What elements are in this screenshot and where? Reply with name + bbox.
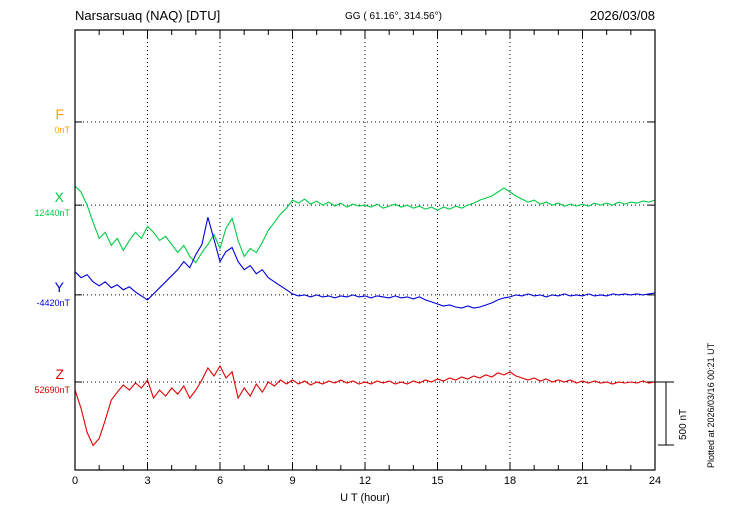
series-baseline-value-X: 12440nT: [34, 208, 70, 219]
series-letter-Y: Y: [54, 278, 64, 295]
series-baseline-value-Z: 52690nT: [34, 385, 70, 395]
series-letter-F: F: [55, 105, 64, 122]
x-tick-label: 21: [576, 475, 589, 487]
geographic-coordinates: GG ( 61.16°, 314.56°): [345, 11, 442, 22]
series-letter-Z: Z: [55, 366, 64, 382]
trace-Z: [75, 364, 655, 447]
plotted-at-note: Plotted at 2026/03/16 00:21 UT: [706, 342, 716, 468]
x-tick-label: 9: [289, 475, 296, 487]
x-tick-label: 15: [431, 475, 444, 487]
station-title: Narsarsuaq (NAQ) [DTU]: [75, 8, 221, 23]
scale-bar-label: 500 nT: [678, 408, 689, 440]
x-tick-label: 24: [648, 475, 662, 487]
plot-frame: [74, 29, 656, 471]
series-letter-X: X: [54, 189, 64, 206]
plot-date: 2026/03/08: [589, 8, 655, 23]
series-baseline-value-Y: -4420nT: [36, 297, 70, 308]
trace-Y: [75, 217, 655, 309]
x-tick-label: 3: [144, 475, 151, 487]
x-tick-label: 0: [71, 475, 79, 487]
x-axis-title: U T (hour): [340, 492, 390, 504]
x-tick-label: 18: [503, 475, 517, 487]
x-tick-label: 12: [358, 475, 372, 487]
trace-X: [75, 185, 655, 264]
series-baseline-value-F: 0nT: [54, 124, 70, 135]
x-tick-label: 6: [216, 475, 224, 487]
